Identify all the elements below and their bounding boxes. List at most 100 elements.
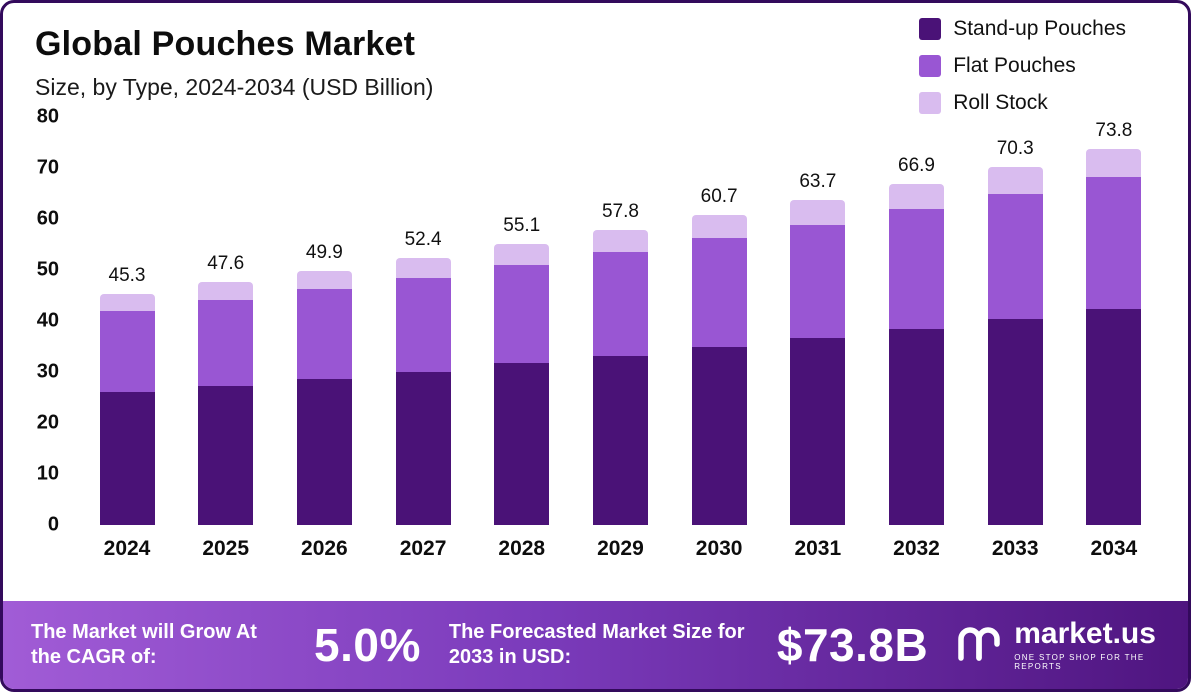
brand-tagline: ONE STOP SHOP FOR THE REPORTS — [1014, 653, 1145, 671]
bar-segment-roll-stock — [889, 183, 944, 210]
bar-segment-flat-pouches — [1086, 176, 1142, 309]
bar-stack — [99, 293, 155, 525]
bar-stack — [790, 200, 846, 525]
bar-segment-stand-up-pouches — [987, 318, 1043, 525]
x-axis-label: 2030 — [695, 537, 743, 560]
x-axis-label: 2027 — [399, 537, 447, 560]
bar-group: 70.3 — [975, 137, 1055, 525]
bar-total-label: 47.6 — [207, 253, 245, 275]
legend-label: Roll Stock — [953, 91, 1048, 114]
bar-total-label: 73.8 — [1095, 119, 1133, 141]
x-axis-label: 2032 — [893, 537, 940, 560]
bar-segment-flat-pouches — [790, 224, 846, 339]
x-axis-label: 2026 — [301, 537, 348, 560]
bar-total-label: 57.8 — [601, 201, 639, 223]
bar-segment-roll-stock — [198, 282, 254, 301]
bar-group: 66.9 — [877, 155, 957, 525]
bar-stack — [889, 183, 944, 525]
chart-title: Global Pouches Market — [35, 25, 416, 63]
bar-group: 57.8 — [580, 201, 660, 525]
y-tick-label: 20 — [36, 411, 59, 434]
bar-stack — [691, 215, 747, 525]
legend-swatch-roll-stock — [919, 92, 942, 114]
bar-group: 55.1 — [482, 215, 562, 525]
bar-stack — [1086, 148, 1142, 525]
x-axis-label: 2029 — [597, 537, 644, 560]
y-tick-label: 40 — [36, 309, 59, 332]
bar-segment-roll-stock — [395, 257, 451, 278]
bar-stack — [198, 282, 254, 525]
forecast-label: The Forecasted Market Size for 2033 in U… — [448, 621, 745, 668]
legend-swatch-stand-up-pouches — [919, 18, 942, 40]
y-axis: 0 10 20 30 40 50 60 70 80 — [3, 106, 73, 536]
bar-segment-stand-up-pouches — [1086, 308, 1142, 525]
bar-group: 45.3 — [87, 265, 167, 525]
x-axis-label: 2034 — [1090, 537, 1138, 560]
legend-item-roll-stock: Roll Stock — [919, 91, 1126, 115]
bar-stack — [395, 257, 451, 525]
bar-segment-flat-pouches — [395, 277, 451, 372]
y-tick-label: 30 — [36, 360, 59, 383]
bar-segment-stand-up-pouches — [395, 371, 451, 525]
legend-label: Stand-up Pouches — [953, 17, 1126, 40]
x-axis-label: 2031 — [794, 537, 842, 560]
bar-total-label: 60.7 — [700, 186, 738, 208]
bar-segment-stand-up-pouches — [691, 347, 747, 525]
bar-segment-stand-up-pouches — [198, 385, 254, 525]
x-axis-label: 2025 — [202, 537, 250, 560]
bar-segment-stand-up-pouches — [296, 378, 352, 525]
bar-segment-roll-stock — [592, 230, 648, 253]
bar-segment-stand-up-pouches — [790, 338, 846, 525]
chart-area: 0 10 20 30 40 50 60 70 80 45.3 47.6 49.9 52.4 55.1 57… — [3, 106, 1188, 536]
bar-segment-stand-up-pouches — [592, 355, 648, 525]
bar-group: 52.4 — [383, 229, 463, 525]
cagr-label: The Market will Grow At the CAGR of: — [31, 621, 257, 668]
brand-logo: market.us ONE STOP SHOP FOR THE REPORTS — [956, 619, 1160, 671]
legend-item-stand-up-pouches: Stand-up Pouches — [919, 17, 1126, 41]
bar-total-label: 45.3 — [108, 264, 146, 286]
bar-segment-flat-pouches — [99, 310, 155, 393]
bar-total-label: 70.3 — [996, 137, 1034, 159]
bar-segment-roll-stock — [1086, 148, 1142, 177]
x-axis-label: 2024 — [103, 537, 151, 560]
bar-segment-flat-pouches — [592, 252, 648, 356]
bar-group: 49.9 — [284, 242, 364, 525]
legend: Stand-up Pouches Flat Pouches Roll Stock — [919, 17, 1126, 115]
bar-segment-stand-up-pouches — [99, 392, 155, 525]
bar-segment-flat-pouches — [889, 209, 944, 329]
bar-stack — [296, 270, 352, 525]
y-tick-label: 0 — [47, 513, 59, 536]
y-tick-label: 70 — [36, 156, 59, 179]
bar-segment-roll-stock — [987, 166, 1043, 194]
market-us-logo-icon — [956, 624, 1004, 667]
bar-segment-roll-stock — [790, 200, 846, 225]
bar-total-label: 52.4 — [404, 228, 442, 250]
bar-group: 47.6 — [186, 253, 266, 525]
bar-segment-stand-up-pouches — [494, 363, 550, 525]
bar-segment-flat-pouches — [198, 300, 254, 386]
bar-group: 73.8 — [1074, 120, 1154, 525]
bar-total-label: 63.7 — [799, 171, 837, 193]
bar-segment-flat-pouches — [987, 193, 1043, 319]
bar-group: 63.7 — [778, 171, 858, 525]
y-tick-label: 50 — [36, 258, 59, 281]
bar-segment-flat-pouches — [691, 238, 747, 348]
x-axis-label: 2033 — [991, 537, 1039, 560]
bar-stack — [592, 230, 648, 525]
legend-item-flat-pouches: Flat Pouches — [919, 54, 1126, 78]
x-axis: 2024 2025 2026 2027 2028 2029 2030 2031 2032 2033… — [73, 537, 1168, 561]
plot-area: 45.3 47.6 49.9 52.4 55.1 57.8 60.7 63.7 66.9 70.3… — [73, 117, 1168, 525]
bar-segment-roll-stock — [494, 244, 550, 265]
forecast-value: $73.8B — [776, 619, 929, 671]
y-tick-label: 80 — [36, 105, 59, 128]
bar-segment-stand-up-pouches — [889, 328, 944, 525]
brand-text: market.us ONE STOP SHOP FOR THE REPORTS — [1014, 619, 1160, 672]
bar-group: 60.7 — [679, 186, 759, 525]
bar-segment-roll-stock — [296, 270, 352, 290]
legend-swatch-flat-pouches — [919, 55, 942, 77]
cagr-value: 5.0% — [314, 619, 421, 671]
bar-segment-roll-stock — [691, 215, 747, 239]
bar-segment-flat-pouches — [494, 264, 550, 364]
bar-total-label: 66.9 — [898, 154, 935, 176]
chart-subtitle: Size, by Type, 2024-2034 (USD Billion) — [35, 74, 434, 100]
